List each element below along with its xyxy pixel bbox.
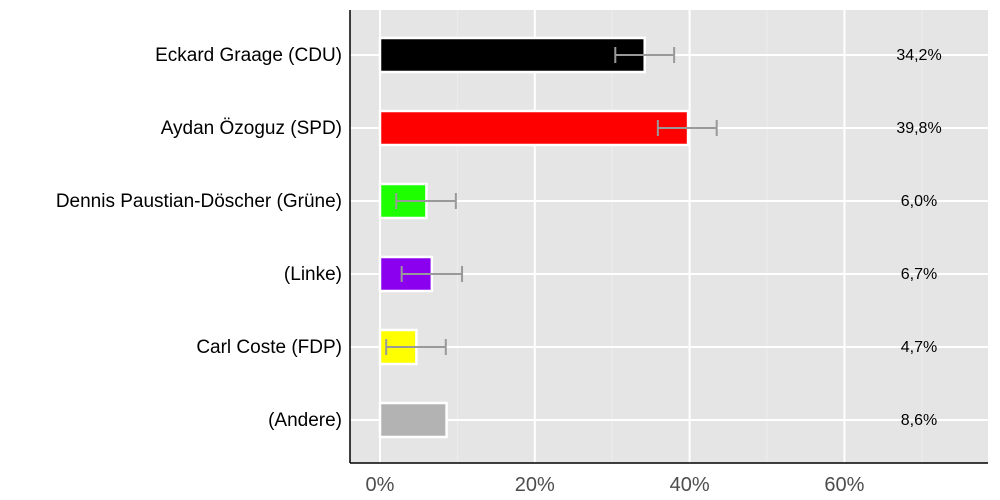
x-tick-label: 40% (670, 474, 710, 496)
category-label: (Andere) (268, 410, 342, 431)
plot-panel (350, 10, 988, 463)
x-axis-tick-labels: 0% 20% 40% 60% (366, 474, 865, 496)
x-tick-label: 20% (515, 474, 555, 496)
bar (378, 109, 690, 147)
value-labels: 34,2% 39,8% 6,0% 6,7% 4,7% 8,6% (896, 47, 941, 429)
category-labels: Eckard Graage (CDU) Aydan Özoguz (SPD) Den… (56, 45, 342, 431)
value-label: 6,7% (901, 266, 937, 283)
error-bar (656, 120, 718, 136)
category-label: (Linke) (284, 264, 342, 285)
bar (378, 36, 646, 74)
error-bar (614, 47, 676, 63)
category-label: Carl Coste (FDP) (196, 337, 342, 358)
error-bar (400, 266, 464, 282)
value-label: 4,7% (901, 339, 937, 356)
value-label: 6,0% (901, 193, 937, 210)
x-tick-label: 60% (824, 474, 864, 496)
bar (378, 401, 448, 439)
x-tick-label: 0% (366, 474, 395, 496)
error-bar (395, 193, 457, 209)
value-label: 39,8% (896, 120, 941, 137)
category-label: Dennis Paustian-Döscher (Grüne) (56, 191, 342, 212)
category-label: Eckard Graage (CDU) (155, 45, 342, 66)
error-bars (385, 47, 718, 355)
value-label: 8,6% (901, 412, 937, 429)
value-label: 34,2% (896, 47, 941, 64)
error-bar (385, 339, 447, 355)
category-label: Aydan Özoguz (SPD) (161, 118, 342, 139)
minor-gridlines (456, 10, 923, 463)
